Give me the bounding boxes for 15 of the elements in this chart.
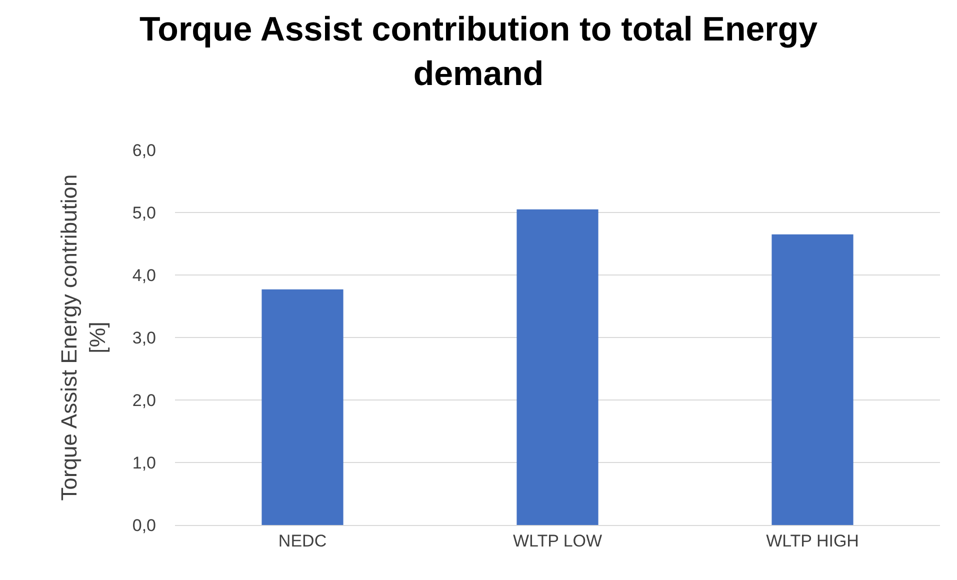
bar — [262, 289, 344, 525]
x-tick-label: WLTP LOW — [512, 531, 602, 550]
y-tick-label: 4,0 — [132, 266, 156, 285]
x-tick-label: WLTP HIGH — [766, 531, 859, 550]
chart-title: Torque Assist contribution to total Energy demand — [139, 10, 818, 93]
y-tick-label: 5,0 — [132, 203, 156, 222]
bar — [516, 209, 598, 525]
y-tick-label: 6,0 — [132, 140, 156, 160]
y-tick-label: 1,0 — [132, 453, 156, 472]
y-axis-title: Torque Assist Energy contribution [%] — [56, 174, 110, 501]
bar — [772, 234, 854, 525]
y-tick-label: 3,0 — [132, 328, 156, 348]
y-tick-label: 2,0 — [132, 390, 156, 410]
x-tick-label: NEDC — [278, 531, 327, 550]
y-tick-label: 0,0 — [132, 516, 156, 535]
